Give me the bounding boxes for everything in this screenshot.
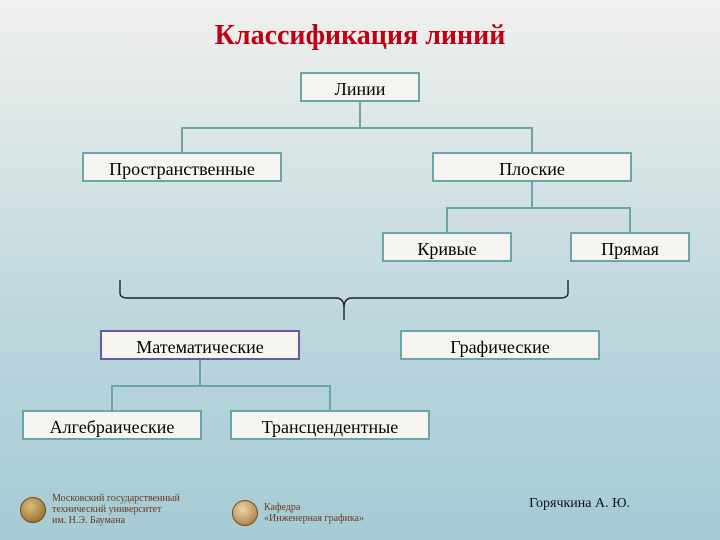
footer-logo-department: Кафедра «Инженерная графика»	[232, 500, 364, 526]
node-spatial: Пространственные	[82, 152, 282, 182]
node-label: Алгебраические	[50, 417, 175, 437]
node-label: Кривые	[417, 239, 476, 259]
node-label: Прямая	[601, 239, 659, 259]
node-math: Математические	[100, 330, 300, 360]
node-label: Плоские	[499, 159, 565, 179]
author-credit: Горячкина А. Ю.	[529, 496, 630, 512]
node-label: Трансцендентные	[262, 417, 399, 437]
node-planar: Плоские	[432, 152, 632, 182]
university-emblem-icon	[20, 497, 46, 523]
node-graphic: Графические	[400, 330, 600, 360]
node-root: Линии	[300, 72, 420, 102]
page-title: Классификация линий	[0, 20, 720, 52]
footer-text-left: Московский государственный технический у…	[52, 493, 180, 526]
footer-logo-university: Московский государственный технический у…	[20, 493, 180, 526]
node-label: Математические	[136, 337, 264, 357]
footer-text-right: Кафедра «Инженерная графика»	[264, 502, 364, 524]
node-algebraic: Алгебраические	[22, 410, 202, 440]
node-label: Линии	[335, 79, 386, 99]
department-emblem-icon	[232, 500, 258, 526]
node-curves: Кривые	[382, 232, 512, 262]
node-transc: Трансцендентные	[230, 410, 430, 440]
node-label: Пространственные	[109, 159, 255, 179]
node-label: Графические	[450, 337, 549, 357]
node-straight: Прямая	[570, 232, 690, 262]
